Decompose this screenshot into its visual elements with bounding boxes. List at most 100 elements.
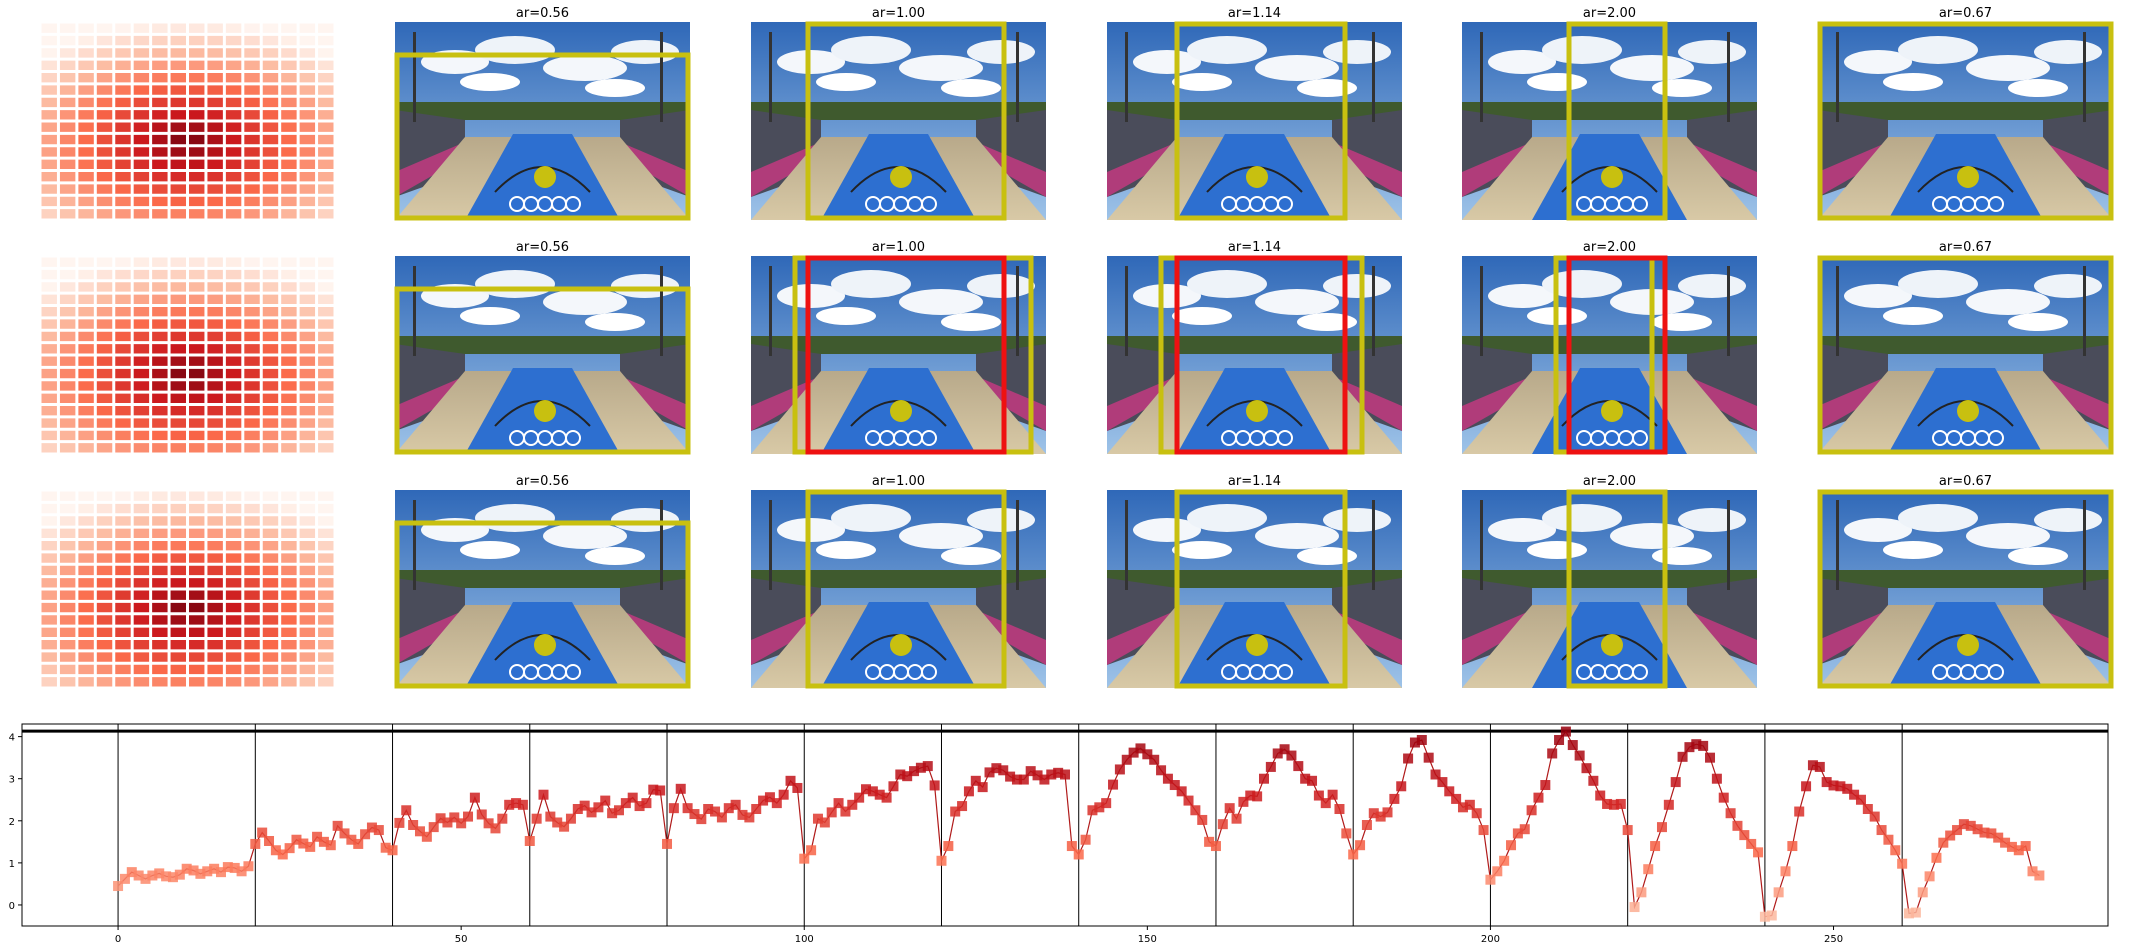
heatmap-cell xyxy=(115,640,131,650)
heatmap-cell xyxy=(189,159,205,169)
heatmap-cell xyxy=(262,368,279,379)
series-marker xyxy=(1348,849,1359,860)
heatmap-cell xyxy=(59,344,76,354)
series-marker xyxy=(174,869,185,880)
heatmap-cell xyxy=(115,85,131,95)
series-marker xyxy=(2006,841,2017,852)
heatmap-cell xyxy=(133,159,150,169)
series-marker xyxy=(1053,767,1064,778)
heatmap-cell xyxy=(189,578,205,588)
heatmap-cell xyxy=(115,491,131,501)
heatmap-cell xyxy=(170,172,186,182)
heatmap-cell xyxy=(152,553,168,563)
heatmap-cell xyxy=(115,627,131,637)
heatmap-cell xyxy=(96,73,113,83)
heatmap-cell xyxy=(299,196,316,207)
heatmap-cell xyxy=(41,48,57,58)
red-box xyxy=(1174,255,1348,455)
heatmap-cell xyxy=(59,541,76,551)
series-marker xyxy=(2013,845,2024,856)
heatmap-cell xyxy=(318,35,334,46)
heatmap-cell xyxy=(59,418,76,428)
heatmap-cell xyxy=(281,443,297,453)
heatmap-cell xyxy=(133,172,150,182)
heatmap-cell xyxy=(189,331,205,342)
heatmap-cell xyxy=(170,122,186,132)
heatmap-cell xyxy=(299,294,316,304)
heatmap-cell xyxy=(96,196,113,207)
heatmap-cell xyxy=(299,48,316,58)
photo-image xyxy=(1106,489,1403,689)
heatmap-cell xyxy=(299,60,316,70)
heatmap-cell xyxy=(225,406,242,416)
heatmap-cell xyxy=(41,73,57,83)
heatmap-cell xyxy=(133,48,150,58)
heatmap-cell xyxy=(281,159,297,169)
heatmap-cell xyxy=(299,319,316,329)
heatmap-cell xyxy=(262,122,279,132)
series-marker xyxy=(1698,740,1709,751)
series-marker xyxy=(1060,769,1070,780)
series-marker xyxy=(1416,734,1427,745)
series-marker xyxy=(730,799,741,810)
series-marker xyxy=(806,845,817,856)
heatmap-cell xyxy=(207,307,223,317)
heatmap-cell xyxy=(115,503,131,514)
series-marker xyxy=(2020,841,2031,852)
heatmap-cell xyxy=(78,196,94,207)
heatmap-cell xyxy=(225,443,242,453)
heatmap-cell xyxy=(78,516,94,526)
heatmap-cell xyxy=(225,257,242,267)
heatmap-cell xyxy=(318,110,334,120)
series-marker xyxy=(435,813,446,824)
heatmap-cell xyxy=(78,627,94,637)
series-marker xyxy=(1506,840,1517,851)
heatmap-cell xyxy=(318,134,334,145)
heatmap-cell xyxy=(244,60,260,70)
heatmap-cell xyxy=(225,48,242,58)
series-marker xyxy=(1567,740,1578,751)
series-marker xyxy=(126,867,137,878)
yellow-box xyxy=(1817,489,2114,689)
series-marker xyxy=(758,795,769,806)
heatmap-cell xyxy=(133,677,150,687)
series-marker xyxy=(1862,804,1873,815)
heatmap-cell xyxy=(225,578,242,588)
heatmap-cell xyxy=(41,85,57,95)
heatmap-cell xyxy=(189,503,205,514)
heatmap-cell xyxy=(225,368,242,379)
heatmap-cell xyxy=(41,443,57,453)
heatmap-cell xyxy=(244,553,260,563)
heatmap-cell xyxy=(262,528,279,538)
heatmap-cell xyxy=(299,418,316,428)
heatmap-cell xyxy=(41,344,57,354)
heatmap-cell xyxy=(115,122,131,132)
heatmap-cell xyxy=(299,528,316,538)
heatmap-cell xyxy=(115,97,131,108)
series-marker xyxy=(1842,783,1853,794)
photo-image xyxy=(1817,489,2114,689)
heatmap-cell xyxy=(115,257,131,267)
heatmap-cell xyxy=(299,159,316,169)
heatmap-cell xyxy=(318,282,334,292)
heatmap-cell xyxy=(59,430,76,441)
heatmap-cell xyxy=(41,35,57,46)
heatmap-cell xyxy=(133,60,150,70)
heatmap-cell xyxy=(244,23,260,33)
heatmap-cell xyxy=(318,331,334,342)
series-marker xyxy=(579,800,590,811)
heatmap-cell xyxy=(96,97,113,108)
series-marker xyxy=(1341,828,1352,839)
series-marker xyxy=(895,769,906,780)
heatmap-cell xyxy=(225,553,242,563)
heatmap-cell xyxy=(152,159,168,169)
heatmap-cell xyxy=(152,503,168,514)
heatmap-cell xyxy=(152,652,168,662)
heatmap-cell xyxy=(244,331,260,342)
heatmap-cell xyxy=(262,184,279,194)
heatmap-cell xyxy=(115,73,131,83)
heatmap-cell xyxy=(281,344,297,354)
series-marker xyxy=(325,840,336,851)
heatmap-cell xyxy=(299,110,316,120)
heatmap-cell xyxy=(244,677,260,687)
